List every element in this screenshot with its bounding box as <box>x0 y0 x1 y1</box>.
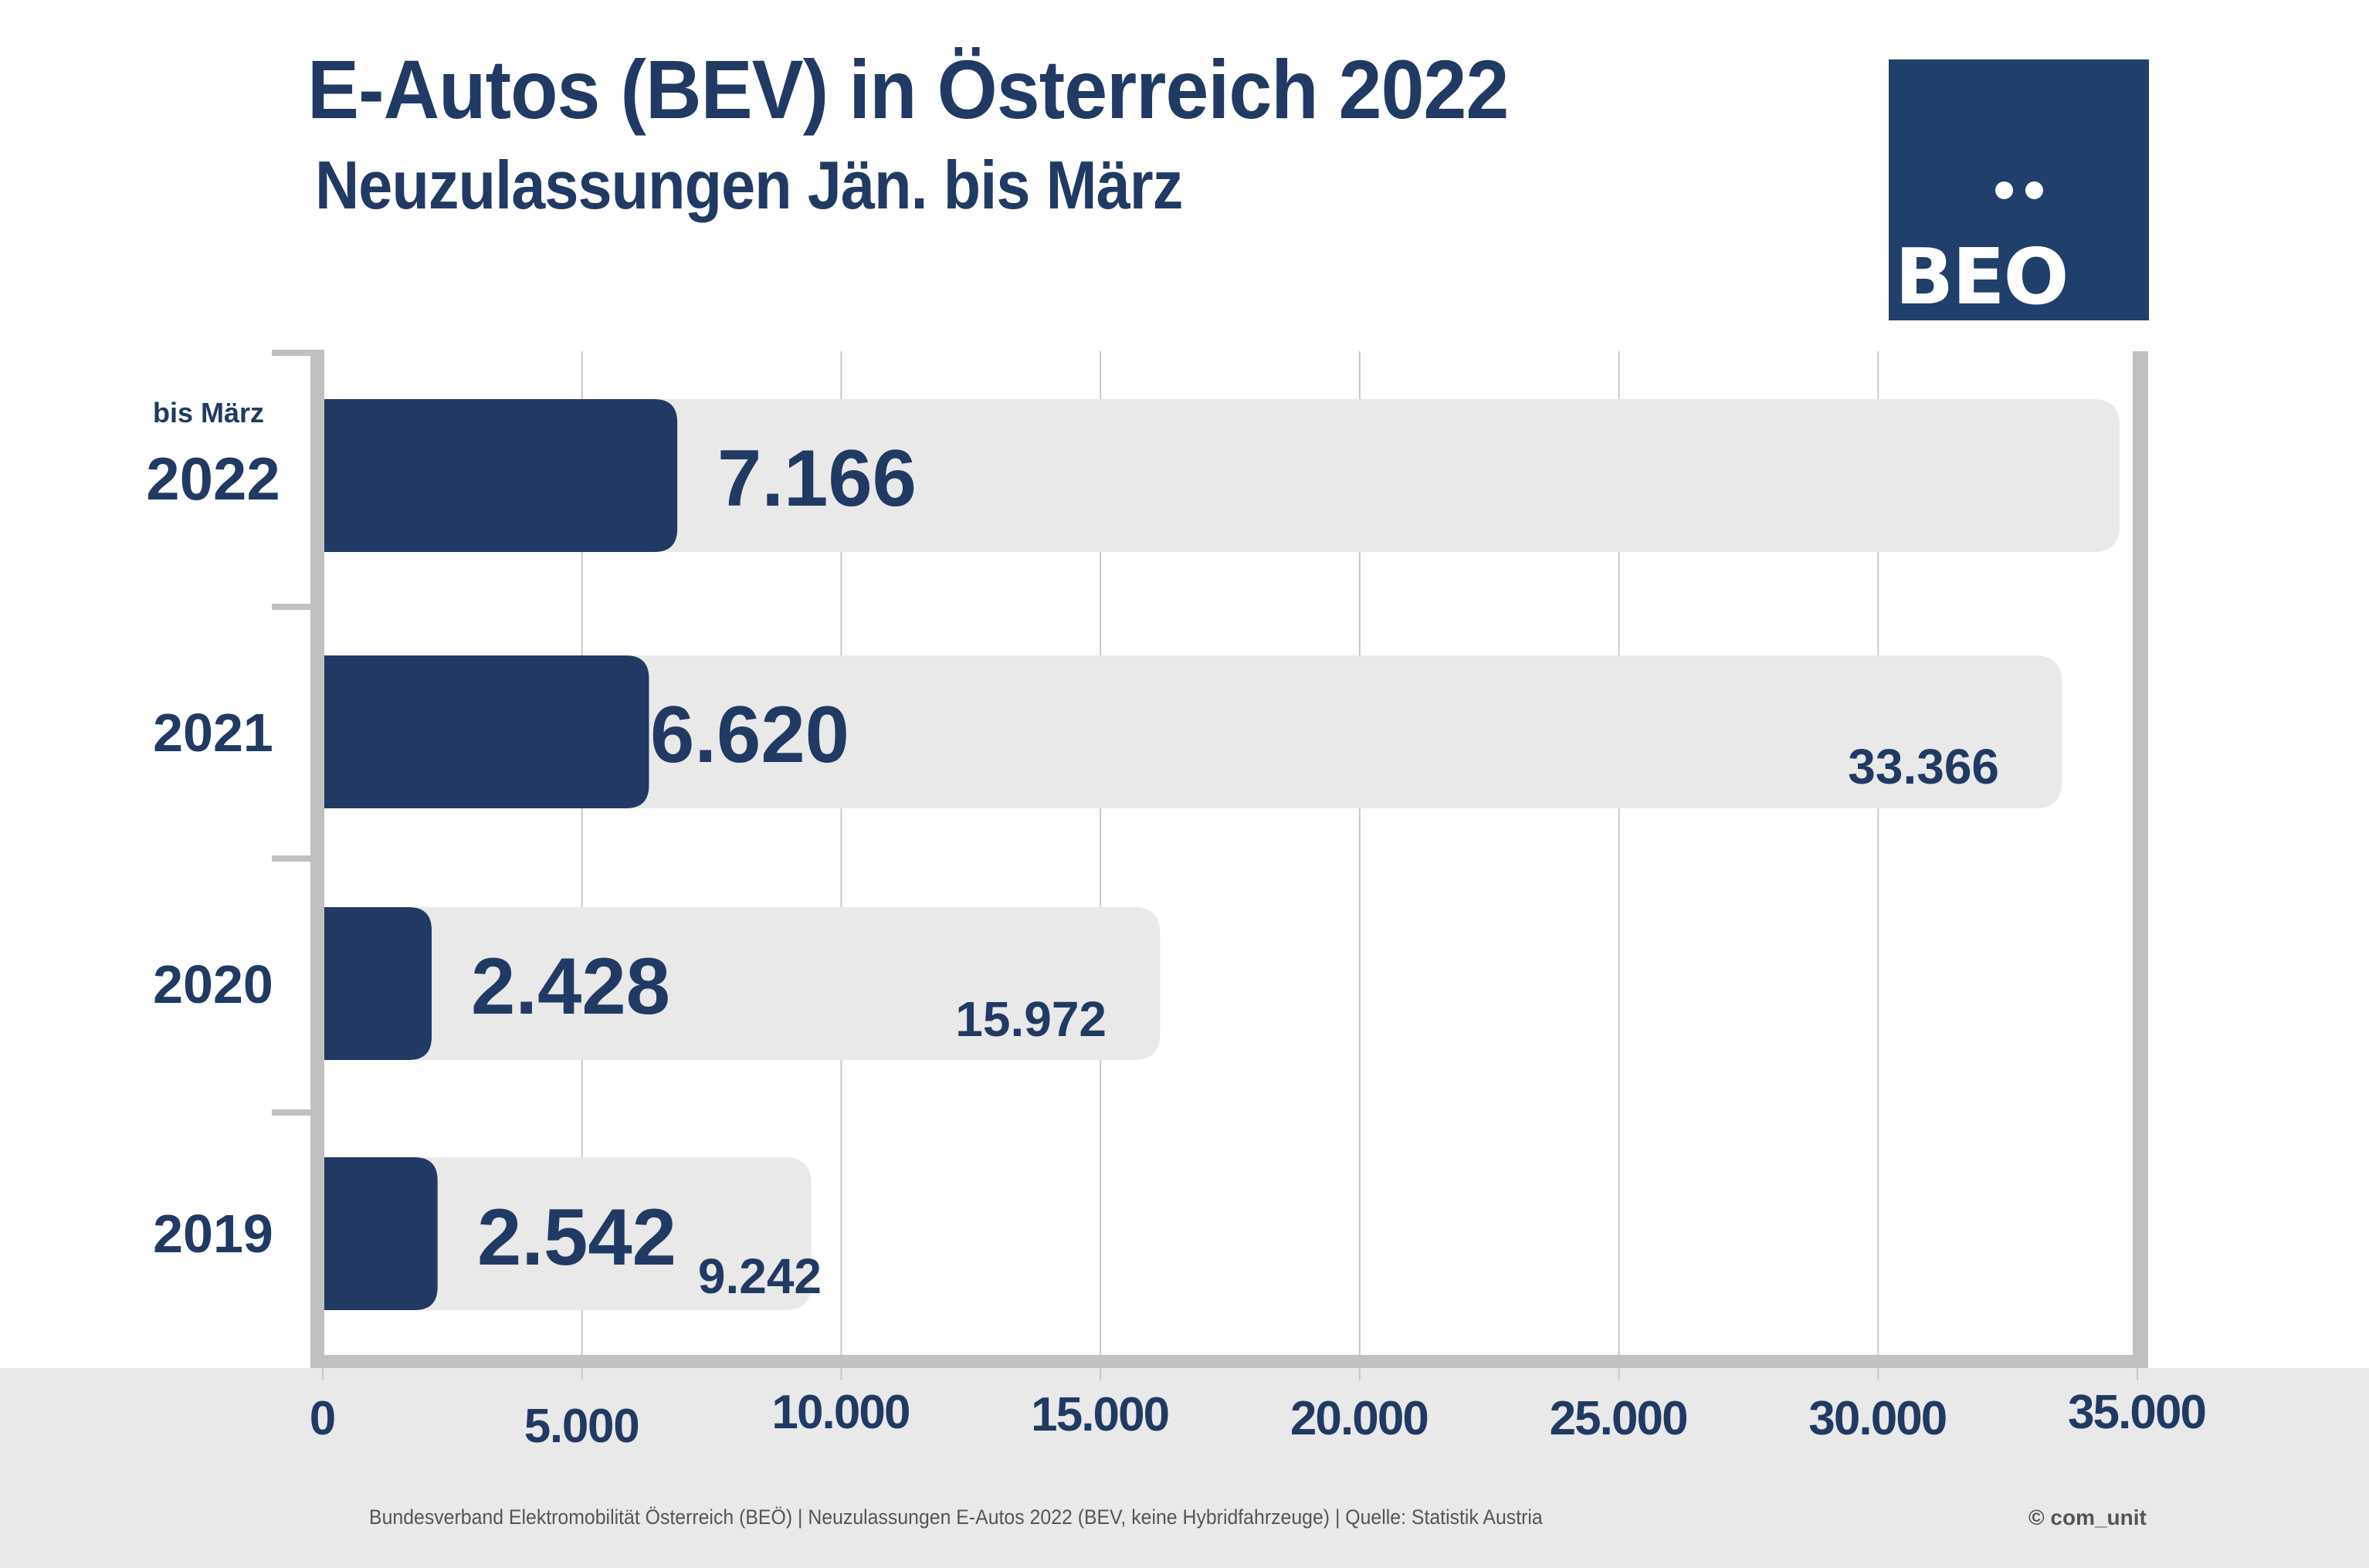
right-axis-line <box>2133 351 2148 1368</box>
x-tick-label: 15.000 <box>1031 1388 1170 1441</box>
x-tick-label: 30.000 <box>1808 1392 1947 1445</box>
q1-bar <box>323 399 678 552</box>
logo-text: BEO <box>1895 232 2069 322</box>
total-bar <box>323 655 2062 808</box>
source-note: Bundesverband Elektromobilität Österreic… <box>369 1505 1543 1529</box>
footer-band <box>0 1368 2369 1568</box>
copyright-note: © com_unit <box>2028 1505 2147 1529</box>
chart-subtitle: Neuzulassungen Jän. bis März <box>315 147 1183 223</box>
x-tick-label: 5.000 <box>524 1400 640 1453</box>
q1-bars <box>323 399 678 1310</box>
logo-umlaut-dot-right <box>2025 181 2043 199</box>
total-bars <box>323 399 2120 1310</box>
q1-value-label: 6.620 <box>650 690 849 780</box>
x-tick-label: 35.000 <box>2068 1386 2207 1439</box>
logo-umlaut-dot-left <box>1995 181 2013 199</box>
q1-value-label: 2.542 <box>477 1193 676 1282</box>
q1-value-label: 2.428 <box>471 942 670 1031</box>
category-tick <box>272 604 314 610</box>
x-tick-label: 20.000 <box>1290 1392 1429 1445</box>
q1-bar <box>323 1157 438 1310</box>
category-label: 2022 <box>146 445 280 513</box>
x-tick-label: 10.000 <box>771 1386 910 1439</box>
axes <box>272 350 2148 1368</box>
category-label: 2020 <box>153 954 273 1014</box>
x-tick-label: 25.000 <box>1550 1392 1689 1445</box>
total-bar <box>323 399 2120 552</box>
q1-value-label: 7.166 <box>717 434 917 523</box>
total-value-label: 15.972 <box>955 991 1107 1047</box>
category-label: 2019 <box>153 1204 273 1264</box>
x-axis-band <box>310 1355 2148 1368</box>
category-note: bis März <box>153 397 264 428</box>
q1-bar <box>323 655 649 808</box>
x-tick-label: 0 <box>310 1392 336 1445</box>
chart-title: E-Autos (BEV) in Österreich 2022 <box>307 42 1509 136</box>
category-tick <box>272 1109 314 1116</box>
total-value-label: 9.242 <box>698 1248 822 1304</box>
labels: 0 5.000 10.000 15.000 20.000 25.000 30.000 35.0… <box>146 397 2207 1453</box>
category-tick <box>272 855 314 862</box>
q1-bar <box>323 907 432 1060</box>
total-bar <box>323 1157 812 1310</box>
category-label: 2021 <box>153 703 273 763</box>
y-axis-top-cap <box>272 350 318 356</box>
total-bar <box>323 907 1161 1060</box>
total-value-label: 33.366 <box>1848 739 1999 794</box>
beo-logo: BEO <box>1889 59 2149 320</box>
